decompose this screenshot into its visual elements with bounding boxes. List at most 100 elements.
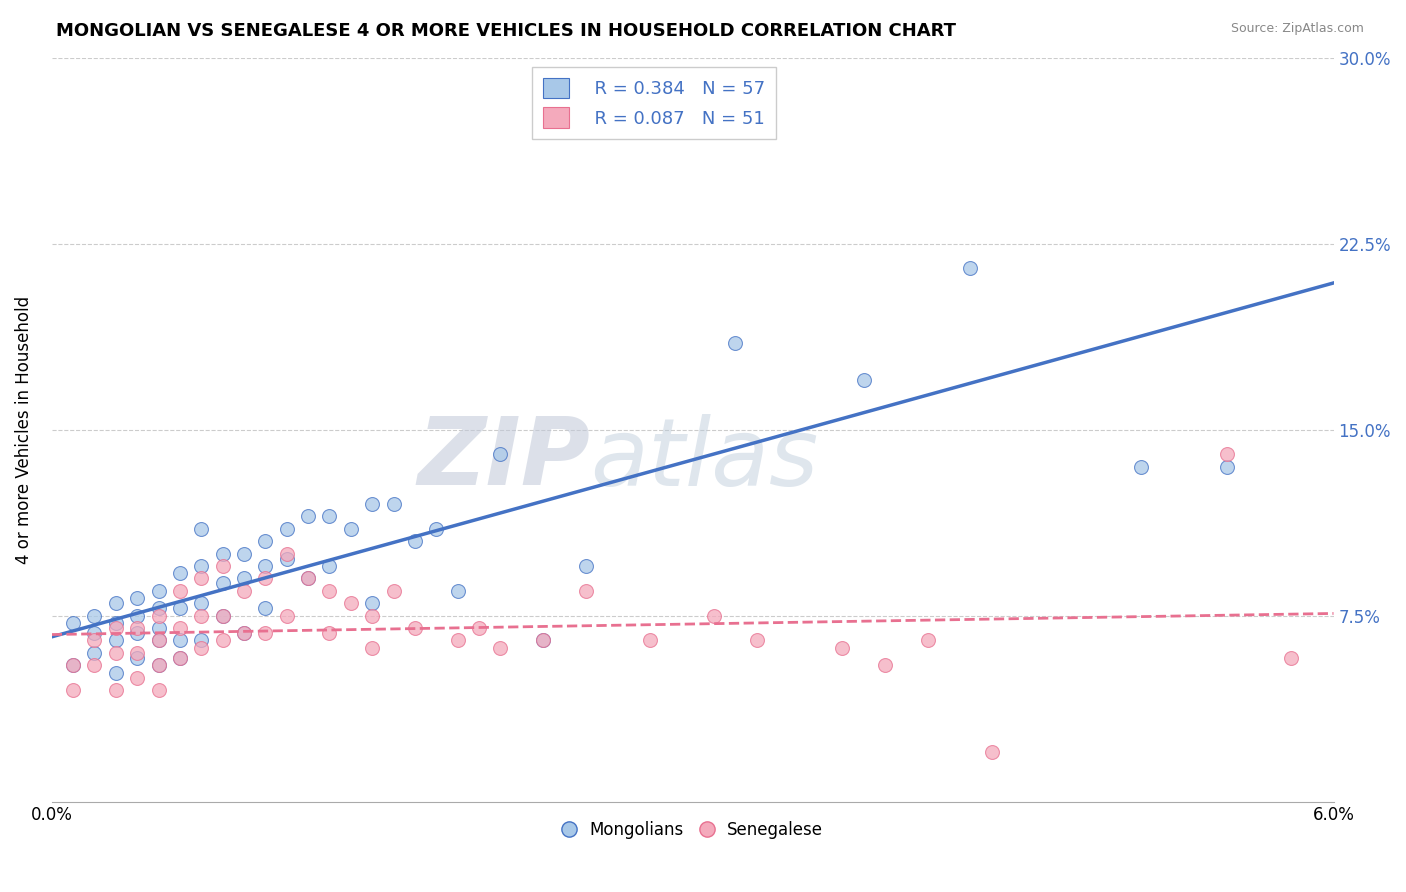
Point (361, 596, 384, 610)
Point (211, 576, 233, 591)
Point (169, 650, 191, 665)
Point (276, 551, 298, 566)
Point (318, 559, 340, 574)
Point (724, 335, 747, 350)
Point (190, 559, 212, 574)
Point (83, 658, 105, 673)
Point (104, 646, 127, 660)
Point (340, 596, 363, 610)
Point (169, 633, 191, 648)
Point (446, 633, 468, 648)
Point (104, 615, 127, 630)
Point (190, 640, 212, 655)
Point (190, 522, 212, 536)
Point (489, 640, 512, 655)
Point (83, 646, 105, 660)
Point (404, 534, 426, 549)
Point (148, 621, 170, 635)
Point (127, 621, 149, 635)
Point (83, 633, 105, 648)
Point (148, 658, 170, 673)
Point (276, 547, 298, 561)
Point (211, 559, 233, 574)
Text: atlas: atlas (591, 414, 818, 505)
Point (233, 583, 256, 598)
Point (873, 658, 896, 673)
Point (340, 522, 363, 536)
Point (276, 522, 298, 536)
Point (617, 125, 640, 139)
Point (638, 633, 661, 648)
Point (1279, 650, 1302, 665)
Point (83, 608, 105, 623)
Point (127, 608, 149, 623)
Point (211, 633, 233, 648)
Point (917, 633, 939, 648)
Point (62, 658, 84, 673)
Point (318, 583, 340, 598)
Point (104, 596, 127, 610)
Point (318, 509, 340, 524)
Point (531, 633, 554, 648)
Point (297, 509, 319, 524)
Point (127, 650, 149, 665)
Point (575, 559, 598, 574)
Point (62, 683, 84, 698)
Point (254, 601, 277, 615)
Point (148, 583, 170, 598)
Point (575, 583, 598, 598)
Point (190, 596, 212, 610)
Point (211, 608, 233, 623)
Point (83, 626, 105, 640)
Point (745, 633, 768, 648)
Point (446, 583, 468, 598)
Point (148, 601, 170, 615)
Point (190, 633, 212, 648)
Point (148, 633, 170, 648)
Point (104, 621, 127, 635)
Point (297, 571, 319, 585)
Point (190, 608, 212, 623)
Point (104, 633, 127, 648)
Point (233, 547, 256, 561)
Point (1215, 447, 1237, 461)
Point (254, 534, 277, 549)
Point (169, 601, 191, 615)
Point (233, 571, 256, 585)
Point (104, 683, 127, 698)
Point (62, 615, 84, 630)
Point (148, 633, 170, 648)
Point (127, 591, 149, 606)
Point (959, 261, 981, 276)
Point (169, 621, 191, 635)
Point (468, 621, 491, 635)
Point (425, 522, 447, 536)
Point (254, 626, 277, 640)
Point (127, 671, 149, 685)
Point (361, 497, 384, 511)
Legend: Mongolians, Senegalese: Mongolians, Senegalese (555, 814, 830, 846)
Point (382, 583, 405, 598)
Point (169, 583, 191, 598)
Point (361, 640, 384, 655)
Point (169, 650, 191, 665)
Point (233, 626, 256, 640)
Text: MONGOLIAN VS SENEGALESE 4 OR MORE VEHICLES IN HOUSEHOLD CORRELATION CHART: MONGOLIAN VS SENEGALESE 4 OR MORE VEHICL… (56, 22, 956, 40)
Point (127, 646, 149, 660)
Point (276, 608, 298, 623)
Point (297, 571, 319, 585)
Point (1130, 459, 1153, 474)
Y-axis label: 4 or more Vehicles in Household: 4 or more Vehicles in Household (15, 295, 32, 564)
Text: ZIP: ZIP (418, 413, 591, 506)
Text: Source: ZipAtlas.com: Source: ZipAtlas.com (1230, 22, 1364, 36)
Point (831, 640, 853, 655)
Point (980, 745, 1002, 759)
Point (254, 559, 277, 574)
Point (104, 665, 127, 680)
Point (1215, 459, 1237, 474)
Point (489, 447, 512, 461)
Point (148, 658, 170, 673)
Point (531, 633, 554, 648)
Point (148, 608, 170, 623)
Point (404, 621, 426, 635)
